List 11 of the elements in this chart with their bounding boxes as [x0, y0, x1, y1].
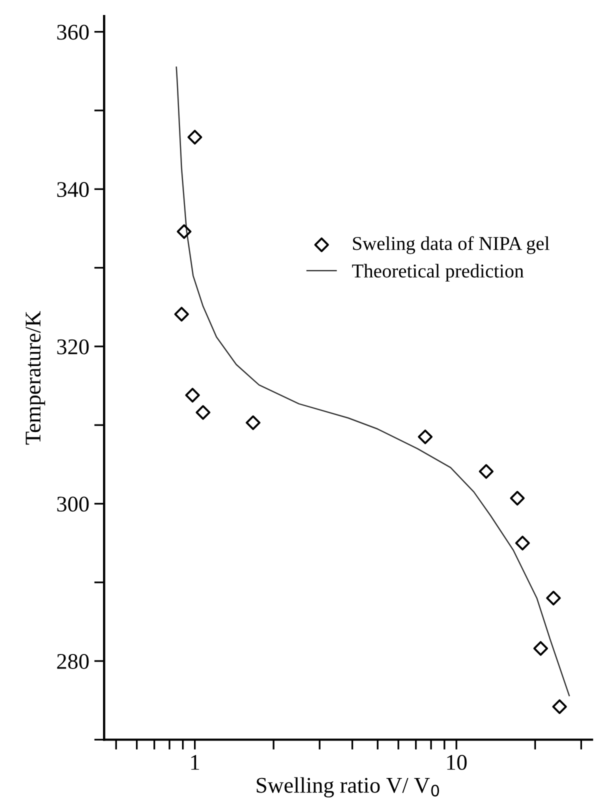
x-axis-title: Swelling ratio V/ V$_{0}$ — [256, 777, 440, 798]
x-tick-label: 10 — [447, 754, 467, 770]
y-tick-label: 320 — [57, 339, 89, 354]
legend-label: Theoretical prediction — [352, 264, 524, 282]
y-tick-label: 300 — [57, 496, 89, 512]
y-tick-label: 360 — [57, 24, 89, 40]
x-tick-label: 1 — [191, 755, 200, 770]
y-axis-title: Temperature/K — [26, 311, 46, 445]
legend-label: Sweling data of NIPA gel — [353, 236, 550, 254]
y-tick-label: 280 — [57, 654, 89, 669]
y-tick-label: 340 — [57, 182, 89, 198]
